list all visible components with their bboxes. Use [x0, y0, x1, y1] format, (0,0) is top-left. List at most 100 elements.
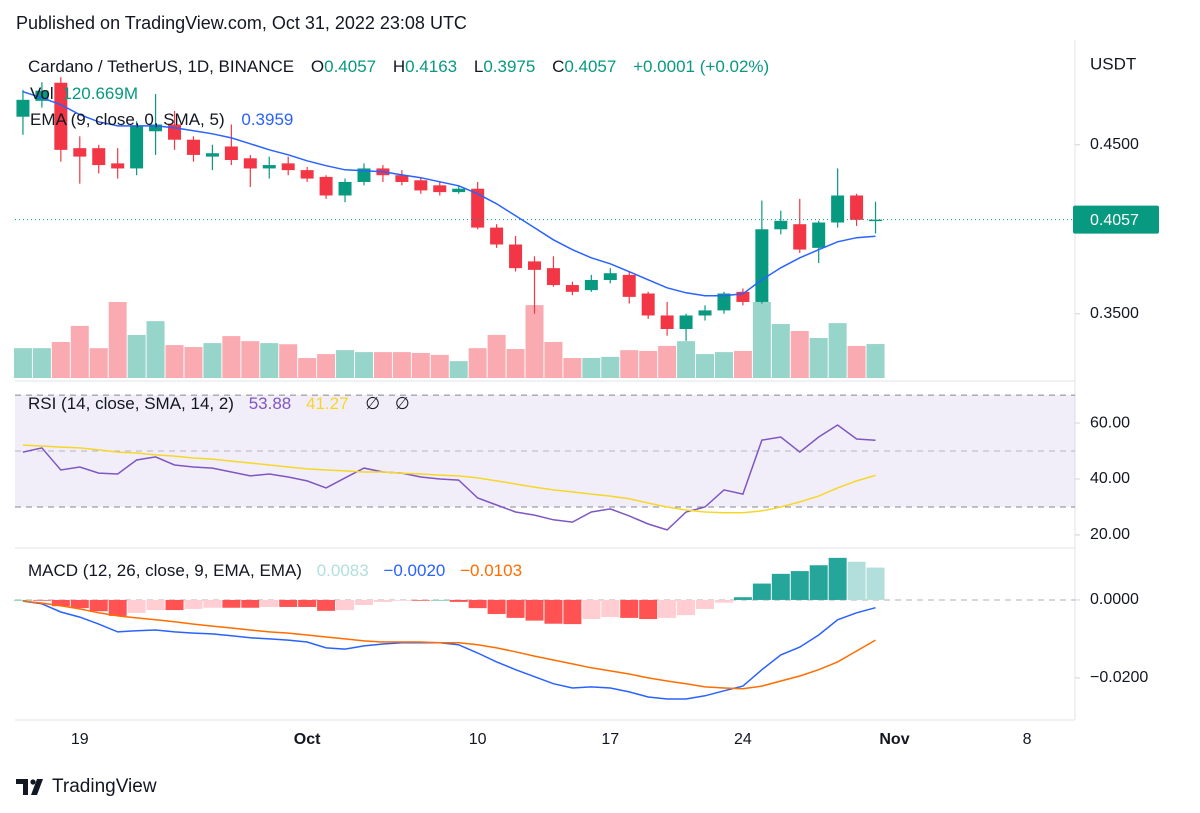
candle-body [92, 148, 106, 166]
candle-body [717, 293, 731, 311]
volume-bar [298, 358, 317, 378]
ohlc-value: 0.4163 [405, 57, 457, 76]
candle-body [224, 146, 238, 160]
ohlc-label: O [311, 57, 324, 76]
volume-bar [108, 302, 127, 378]
histogram-bar [733, 597, 752, 600]
published-note: Published on TradingView.com, Oct 31, 20… [16, 13, 467, 33]
volume-bar [506, 349, 525, 378]
volume-bar [184, 347, 203, 378]
candle-body [490, 227, 504, 245]
change: +0.0001 (+0.02%) [633, 57, 769, 76]
volume-bar [714, 352, 733, 378]
volume-bar [373, 352, 392, 378]
volume-bar [544, 341, 563, 378]
histogram-bar [771, 573, 790, 600]
ema-title: EMA (9, close, 0, SMA, 5) [30, 110, 225, 129]
volume-bar [563, 358, 582, 378]
volume-bar [32, 348, 51, 378]
line [22, 444, 876, 514]
logo-text: TradingView [52, 776, 157, 797]
candle-body [452, 188, 466, 193]
volume-bar [222, 336, 241, 378]
candle-body [262, 165, 276, 169]
candle-body [793, 224, 807, 250]
y-tick-label: −0.0200 [1090, 669, 1148, 686]
volume-bar [317, 354, 336, 378]
histogram-bar [260, 599, 279, 607]
histogram-bar [639, 599, 658, 620]
volume-bar [336, 350, 355, 378]
histogram-bar [847, 561, 866, 600]
volume-bar [241, 341, 260, 378]
volume-bar [392, 352, 411, 378]
candle-body [509, 244, 523, 269]
histogram-bar [752, 583, 771, 600]
histogram-bar [279, 599, 298, 607]
candle-body [16, 99, 30, 117]
ema-value: 0.3959 [241, 110, 293, 129]
candle-body [755, 229, 769, 302]
candle-body [603, 273, 617, 280]
candle-body [546, 268, 560, 286]
candle-body [205, 153, 219, 157]
candle-body [812, 222, 826, 248]
line [22, 600, 876, 690]
candle-body [528, 261, 541, 270]
candle-body [186, 139, 200, 155]
na-value: ∅ [395, 394, 410, 413]
candle-body [850, 195, 864, 220]
candle-body [243, 158, 257, 169]
volume-bar [733, 350, 752, 378]
volume-bar [89, 348, 108, 378]
last-price-label: 0.4057 [1090, 212, 1139, 229]
legends: Cardano / TetherUS, 1D, BINANCE O0.4057 … [28, 54, 1136, 580]
histogram-bar [184, 599, 203, 609]
volume-bar [127, 334, 146, 378]
histogram-bar [677, 599, 696, 616]
histogram-value: 0.0083 [317, 561, 369, 580]
x-tick-label: 24 [734, 731, 752, 748]
ohlc-label: H [393, 57, 405, 76]
candle-body [73, 148, 87, 157]
ohlc-value: 0.4057 [564, 57, 616, 76]
candle-body [54, 82, 68, 150]
x-tick-label: 8 [1023, 731, 1032, 748]
candle-body [622, 274, 636, 297]
volume-bar [771, 323, 790, 378]
histogram-bar [601, 599, 620, 618]
histogram-bar [108, 599, 127, 616]
volume-bar [582, 358, 601, 378]
histogram-bar [828, 557, 847, 600]
candle-body [338, 181, 352, 196]
candle-body [679, 315, 693, 329]
histogram-bar [146, 599, 165, 611]
line [22, 600, 876, 700]
histogram-bar [525, 599, 544, 621]
candle-body [300, 170, 314, 179]
line [22, 424, 876, 531]
legend-row: MACD (12, 26, close, 9, EMA, EMA) 0.0083… [28, 561, 522, 580]
histogram-bar [487, 599, 506, 614]
line [22, 90, 876, 297]
candle-body [774, 220, 788, 230]
volume-bar [847, 345, 866, 378]
signal-value: −0.0103 [460, 561, 522, 580]
ohlc-label: L [474, 57, 483, 76]
ohlc-value: 0.3975 [483, 57, 535, 76]
legend-row: RSI (14, close, SMA, 14, 2) 53.88 41.27 … [28, 394, 410, 413]
plot: 19Oct101724Nov80.45000.40000.35000.40576… [13, 77, 1159, 748]
rsi-sma-value: 41.27 [306, 394, 349, 413]
volume-bar [279, 344, 298, 378]
volume-bar [165, 345, 184, 378]
histogram-bar [70, 599, 89, 609]
candle-body [831, 195, 845, 223]
volume-bar [146, 321, 165, 378]
candle-body [565, 285, 579, 292]
ohlc-label: C [552, 57, 564, 76]
volume-bar [677, 341, 696, 378]
volume-bar [525, 305, 544, 378]
histogram-bar [620, 599, 639, 618]
y-tick-label: 60.00 [1090, 414, 1130, 431]
